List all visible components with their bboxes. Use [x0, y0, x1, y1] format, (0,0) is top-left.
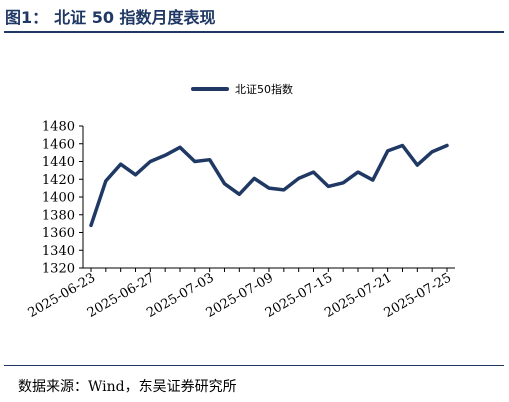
y-tick-label: 1380	[42, 208, 75, 223]
figure-title-text: 北证 50 指数月度表现	[54, 8, 216, 27]
x-tick-label: 2025-07-25	[382, 270, 454, 320]
y-axis: 1320 1340 1360 1380 1400 1420 1440 1460 1480	[42, 120, 84, 277]
series-line	[89, 143, 449, 228]
y-tick-label: 1320	[42, 262, 75, 277]
y-tick-label: 1420	[42, 173, 75, 188]
y-tick-label: 1460	[42, 137, 75, 152]
y-tick-label: 1340	[42, 244, 75, 259]
top-rule	[4, 31, 504, 33]
series-group	[89, 143, 449, 228]
figure-number: 图1：	[5, 8, 49, 27]
x-axis: 2025-06-232025-06-272025-07-032025-07-09…	[26, 267, 455, 321]
y-tick-label: 1440	[42, 155, 75, 170]
y-tick-label: 1480	[42, 120, 75, 135]
legend-label: 北证50指数	[235, 82, 293, 96]
y-tick-label: 1400	[42, 191, 75, 206]
source-note: 数据来源：Wind，东吴证券研究所	[18, 379, 237, 395]
figure-title: 图1： 北证 50 指数月度表现	[5, 4, 216, 28]
bottom-rule	[4, 365, 504, 366]
y-tick-label: 1360	[42, 226, 75, 241]
line-chart: 北证50指数 132013401360138014001420144014601…	[26, 82, 455, 321]
legend: 北证50指数	[191, 82, 293, 96]
